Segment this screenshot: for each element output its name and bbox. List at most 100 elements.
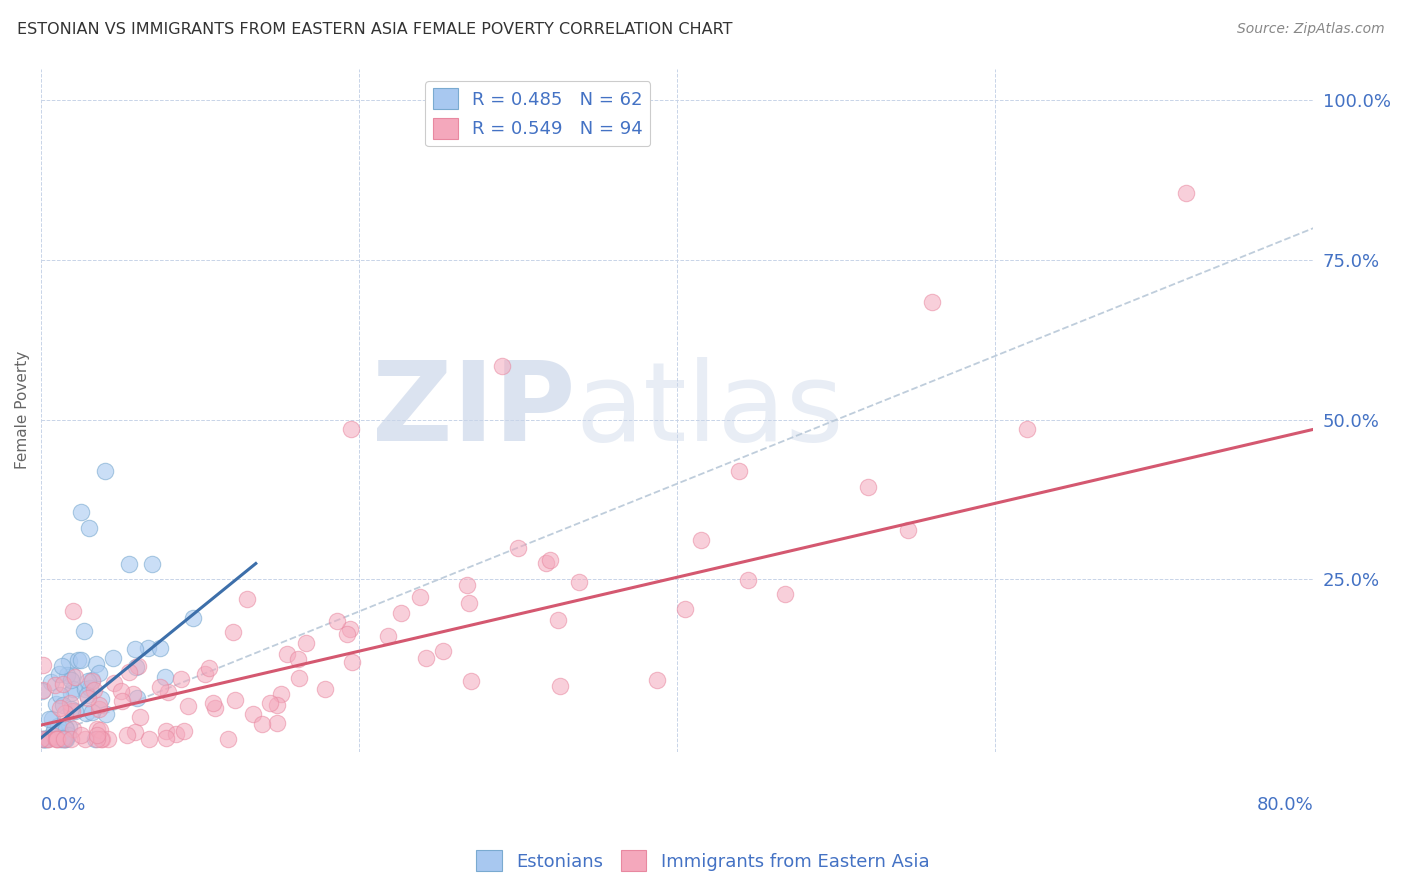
Point [32, 732, 55, 747]
Point [86, 732, 108, 747]
Point [34, 732, 56, 747]
Point [124, 642, 146, 657]
Point [224, 692, 246, 706]
Point [115, 728, 138, 742]
Point [89, 666, 111, 681]
Point [204, 701, 226, 715]
Legend: R = 0.485   N = 62, R = 0.549   N = 94: R = 0.485 N = 62, R = 0.549 N = 94 [426, 81, 651, 146]
Point [336, 627, 359, 641]
Point [53, 706, 76, 720]
Point [83, 732, 105, 747]
Point [325, 614, 347, 628]
Point [35, 732, 58, 747]
Point [77, 521, 100, 535]
Point [32, 683, 55, 698]
Point [63, 670, 86, 684]
Point [52, 676, 75, 690]
Point [201, 696, 224, 710]
Point [53, 732, 76, 747]
Point [91, 732, 114, 747]
Point [217, 732, 239, 747]
Point [856, 480, 879, 494]
Text: 80.0%: 80.0% [1257, 797, 1313, 814]
Point [266, 698, 288, 712]
Point [53, 721, 76, 735]
Point [59, 673, 82, 688]
Point [90, 691, 112, 706]
Y-axis label: Female Poverty: Female Poverty [15, 351, 30, 469]
Point [921, 294, 943, 309]
Point [773, 587, 796, 601]
Point [155, 731, 177, 746]
Point [276, 647, 298, 661]
Text: Source: ZipAtlas.com: Source: ZipAtlas.com [1237, 22, 1385, 37]
Point [242, 706, 264, 721]
Point [30, 732, 52, 747]
Point [287, 671, 309, 685]
Point [58, 720, 80, 734]
Point [42, 723, 65, 737]
Point [177, 699, 200, 714]
Point [48, 718, 70, 732]
Point [173, 724, 195, 739]
Point [456, 578, 478, 592]
Point [86, 722, 108, 736]
Point [124, 725, 146, 739]
Point [38, 712, 60, 726]
Point [287, 652, 309, 666]
Point [121, 688, 143, 702]
Point [340, 422, 363, 436]
Point [84, 657, 107, 672]
Point [93, 464, 115, 478]
Point [86, 728, 108, 742]
Point [70, 728, 93, 742]
Point [56, 668, 79, 682]
Point [270, 687, 292, 701]
Point [138, 732, 160, 747]
Point [48, 725, 70, 739]
Point [432, 644, 454, 658]
Point [70, 505, 93, 519]
Point [60, 667, 83, 681]
Point [538, 553, 561, 567]
Point [103, 650, 125, 665]
Point [110, 684, 132, 698]
Point [48, 667, 70, 681]
Point [314, 681, 336, 696]
Point [44, 730, 66, 744]
Point [89, 723, 111, 737]
Point [39, 675, 62, 690]
Point [568, 575, 591, 590]
Point [125, 690, 148, 705]
Point [181, 610, 204, 624]
Point [340, 655, 363, 669]
Point [75, 706, 97, 721]
Point [294, 636, 316, 650]
Point [458, 596, 481, 610]
Point [62, 723, 84, 737]
Point [63, 704, 86, 718]
Point [266, 716, 288, 731]
Point [111, 693, 134, 707]
Point [80, 673, 103, 688]
Point [59, 702, 82, 716]
Point [45, 732, 67, 747]
Point [82, 673, 104, 688]
Point [128, 710, 150, 724]
Point [46, 732, 69, 747]
Point [156, 685, 179, 699]
Point [45, 732, 67, 747]
Point [118, 665, 141, 679]
Point [250, 716, 273, 731]
Point [49, 701, 72, 715]
Point [45, 697, 67, 711]
Point [155, 723, 177, 738]
Point [59, 686, 82, 700]
Point [56, 728, 79, 742]
Point [645, 673, 668, 687]
Point [149, 680, 172, 694]
Point [70, 653, 93, 667]
Point [76, 688, 98, 702]
Point [547, 613, 569, 627]
Point [30, 732, 52, 747]
